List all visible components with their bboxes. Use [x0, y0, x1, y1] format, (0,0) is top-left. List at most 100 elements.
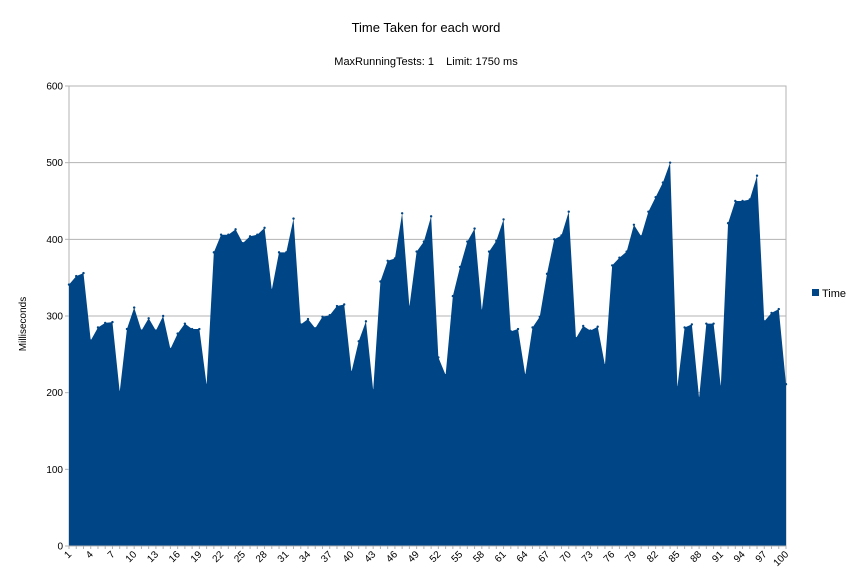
data-point-75 — [603, 363, 607, 367]
x-tick-label-88: 88 — [689, 549, 705, 565]
y-tick-label-600: 600 — [46, 82, 63, 93]
data-point-61 — [502, 218, 505, 221]
data-point-2 — [75, 274, 78, 278]
x-tick-label-43: 43 — [363, 549, 379, 565]
data-point-66 — [538, 315, 541, 318]
data-point-56 — [466, 240, 469, 243]
data-point-53 — [444, 373, 447, 377]
data-point-43 — [371, 389, 375, 392]
data-point-71 — [574, 337, 578, 340]
data-point-48 — [408, 305, 411, 308]
x-tick-label-28: 28 — [254, 549, 270, 565]
x-tick-label-34: 34 — [297, 549, 313, 565]
data-point-35 — [314, 327, 317, 330]
data-point-85 — [676, 386, 679, 389]
data-point-23 — [227, 233, 230, 236]
data-point-97 — [763, 320, 766, 323]
data-point-28 — [263, 226, 266, 230]
data-point-72 — [582, 324, 585, 328]
chart-title: Time Taken for each word — [352, 20, 501, 35]
x-tick-label-97: 97 — [754, 549, 770, 565]
data-point-79 — [632, 223, 636, 226]
x-tick-label-37: 37 — [319, 549, 335, 565]
series-area-time — [69, 162, 786, 547]
x-tick-label-58: 58 — [471, 549, 487, 565]
x-tick-label-79: 79 — [623, 549, 639, 565]
data-point-89 — [705, 322, 708, 325]
data-point-51 — [429, 215, 433, 218]
legend-swatch-time — [812, 289, 819, 296]
data-point-26 — [248, 235, 252, 238]
data-point-93 — [734, 199, 737, 203]
data-point-86 — [683, 326, 686, 329]
x-tick-label-1: 1 — [62, 549, 74, 561]
x-tick-label-19: 19 — [189, 549, 205, 565]
data-point-65 — [531, 326, 534, 329]
x-tick-label-73: 73 — [580, 549, 596, 565]
data-point-98 — [770, 311, 773, 315]
x-tick-label-64: 64 — [515, 549, 531, 565]
data-point-3 — [82, 271, 85, 275]
x-tick-label-82: 82 — [645, 549, 661, 565]
legend-label-time: Time — [822, 288, 846, 300]
data-point-91 — [719, 385, 723, 388]
data-point-32 — [292, 217, 295, 220]
data-point-6 — [104, 321, 107, 325]
data-point-73 — [589, 329, 592, 332]
x-tick-label-49: 49 — [406, 549, 422, 565]
data-point-19 — [198, 327, 201, 331]
data-point-50 — [422, 240, 426, 243]
x-tick-label-76: 76 — [602, 549, 618, 565]
data-point-63 — [516, 327, 520, 331]
data-point-99 — [777, 307, 780, 311]
data-point-88 — [697, 396, 701, 400]
data-point-81 — [647, 210, 650, 213]
x-tick-label-61: 61 — [493, 549, 509, 565]
x-tick-label-4: 4 — [84, 549, 96, 561]
data-point-21 — [212, 251, 216, 254]
x-tick-label-94: 94 — [732, 549, 748, 565]
data-point-70 — [567, 210, 570, 213]
x-tick-label-67: 67 — [536, 549, 552, 565]
data-point-92 — [726, 222, 730, 225]
data-point-4 — [89, 339, 92, 342]
data-point-80 — [639, 235, 643, 238]
data-point-22 — [219, 233, 223, 236]
x-tick-label-40: 40 — [341, 549, 357, 565]
data-point-13 — [154, 329, 158, 332]
x-tick-label-91: 91 — [710, 549, 726, 565]
x-tick-label-85: 85 — [667, 549, 683, 565]
data-point-100 — [784, 383, 788, 386]
data-point-52 — [437, 356, 440, 359]
data-point-74 — [596, 325, 599, 328]
data-point-60 — [495, 239, 498, 243]
x-tick-label-70: 70 — [558, 549, 574, 565]
data-point-46 — [393, 257, 397, 260]
data-point-29 — [270, 288, 273, 292]
data-point-40 — [350, 370, 353, 374]
legend: Time — [812, 288, 846, 300]
x-tick-label-46: 46 — [384, 549, 400, 565]
x-tick-label-16: 16 — [167, 549, 183, 565]
data-point-96 — [755, 174, 759, 177]
data-point-57 — [473, 227, 476, 230]
data-point-84 — [668, 161, 672, 164]
data-point-10 — [132, 306, 136, 309]
x-tick-label-55: 55 — [450, 549, 466, 565]
x-tick-label-31: 31 — [276, 549, 292, 565]
data-point-7 — [111, 320, 114, 324]
x-tick-label-10: 10 — [124, 549, 140, 565]
data-point-82 — [654, 195, 657, 199]
data-point-41 — [357, 340, 360, 343]
x-tick-label-22: 22 — [211, 549, 227, 565]
data-point-77 — [618, 256, 621, 259]
data-point-33 — [299, 323, 302, 326]
plot-area: 0 100 200 300 400 500 600 1 4 7 10 13 16 19 22 25 28 31 34… — [46, 82, 791, 569]
x-tick-label-100: 100 — [772, 549, 792, 569]
chart-subtitle: MaxRunningTests: 1 Limit: 1750 ms — [334, 56, 518, 68]
x-tick-label-7: 7 — [106, 549, 118, 561]
data-point-31 — [285, 251, 288, 254]
data-point-11 — [140, 329, 143, 332]
data-point-58 — [480, 309, 484, 312]
